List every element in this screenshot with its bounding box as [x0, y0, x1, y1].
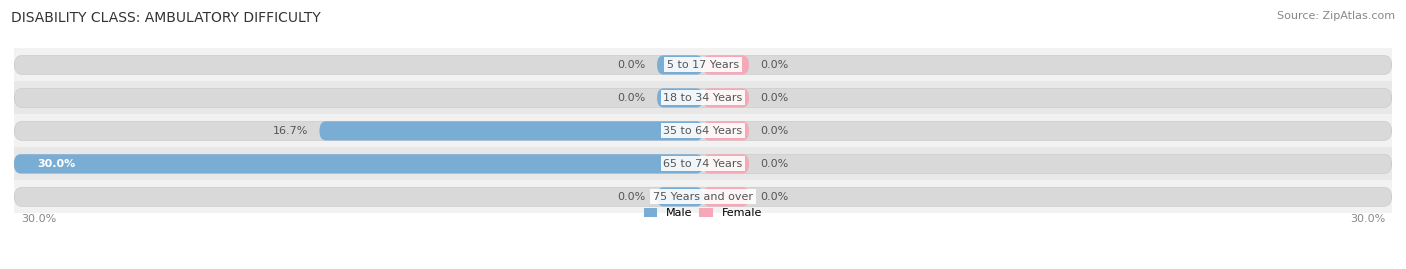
Text: 30.0%: 30.0% [1350, 214, 1385, 224]
Bar [14, 82, 1392, 114]
Text: 0.0%: 0.0% [761, 93, 789, 103]
Bar [14, 180, 1392, 213]
FancyBboxPatch shape [703, 154, 749, 174]
Text: Source: ZipAtlas.com: Source: ZipAtlas.com [1277, 11, 1395, 21]
Bar [14, 48, 1392, 82]
FancyBboxPatch shape [703, 187, 749, 206]
Text: 0.0%: 0.0% [617, 93, 645, 103]
Text: 75 Years and over: 75 Years and over [652, 192, 754, 202]
Text: 5 to 17 Years: 5 to 17 Years [666, 60, 740, 70]
Text: 0.0%: 0.0% [761, 126, 789, 136]
Text: 65 to 74 Years: 65 to 74 Years [664, 159, 742, 169]
Text: 0.0%: 0.0% [617, 192, 645, 202]
FancyBboxPatch shape [319, 121, 703, 140]
Text: 30.0%: 30.0% [37, 159, 76, 169]
FancyBboxPatch shape [14, 187, 1392, 206]
FancyBboxPatch shape [14, 154, 1392, 174]
Bar [14, 114, 1392, 147]
Text: 16.7%: 16.7% [273, 126, 308, 136]
Text: 35 to 64 Years: 35 to 64 Years [664, 126, 742, 136]
Bar [14, 147, 1392, 180]
Text: 0.0%: 0.0% [761, 60, 789, 70]
FancyBboxPatch shape [657, 88, 703, 107]
FancyBboxPatch shape [703, 121, 749, 140]
FancyBboxPatch shape [657, 187, 703, 206]
FancyBboxPatch shape [657, 55, 703, 75]
FancyBboxPatch shape [703, 55, 749, 75]
FancyBboxPatch shape [14, 154, 703, 174]
FancyBboxPatch shape [14, 88, 1392, 107]
FancyBboxPatch shape [703, 88, 749, 107]
Text: 0.0%: 0.0% [761, 192, 789, 202]
Text: 0.0%: 0.0% [617, 60, 645, 70]
Text: 30.0%: 30.0% [21, 214, 56, 224]
Legend: Male, Female: Male, Female [644, 208, 762, 218]
FancyBboxPatch shape [14, 121, 1392, 140]
Text: 0.0%: 0.0% [761, 159, 789, 169]
FancyBboxPatch shape [14, 55, 1392, 75]
Text: DISABILITY CLASS: AMBULATORY DIFFICULTY: DISABILITY CLASS: AMBULATORY DIFFICULTY [11, 11, 321, 25]
Text: 18 to 34 Years: 18 to 34 Years [664, 93, 742, 103]
